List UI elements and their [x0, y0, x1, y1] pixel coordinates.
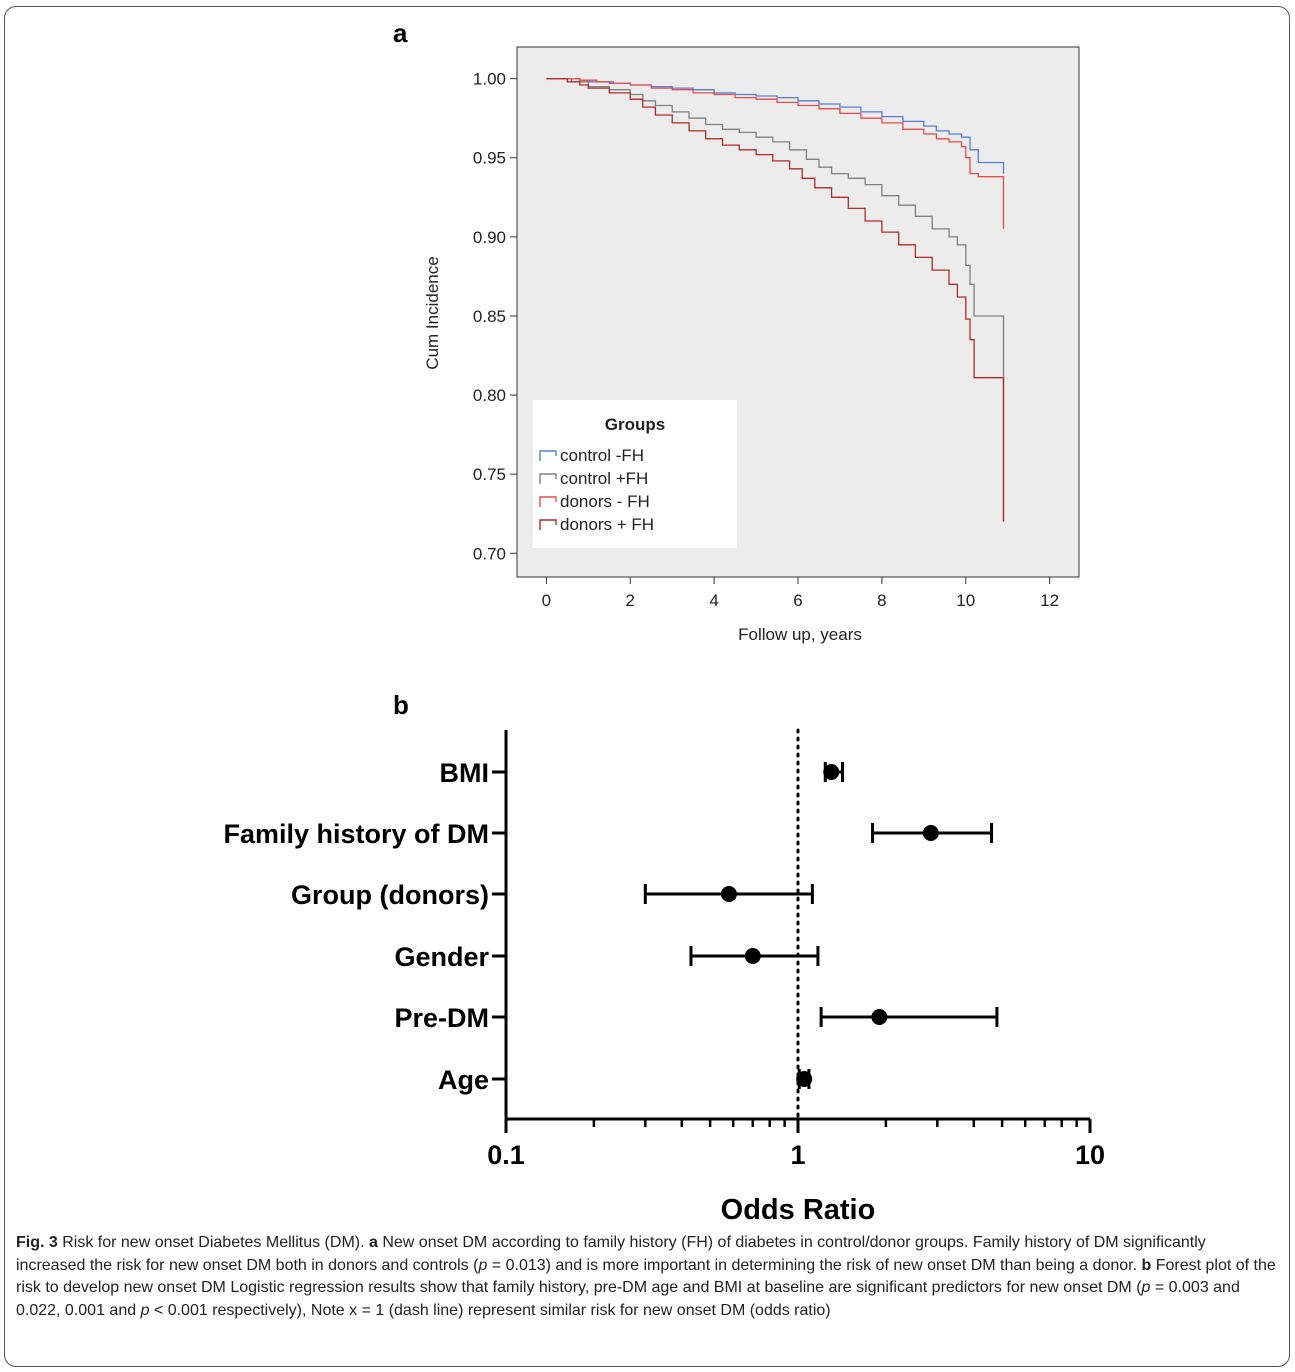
caption-p-symbol: p — [140, 1301, 150, 1319]
y-tick-label: 0.75 — [473, 465, 506, 484]
legend-box — [533, 400, 737, 548]
caption-p-symbol: p — [478, 1256, 488, 1274]
y-tick-label: 0.70 — [473, 544, 506, 563]
forest-axes: 0.1 1 10 — [487, 730, 1105, 1170]
caption-b-label: b — [1141, 1256, 1152, 1274]
x-tick-label: 6 — [793, 591, 802, 610]
y-tick-label: 0.90 — [473, 228, 506, 247]
forest-x-label: Odds Ratio — [721, 1194, 876, 1226]
caption-a-text-1: New onset DM according to family history… — [16, 1234, 1206, 1274]
series-line-donors-fh — [546, 77, 1005, 522]
panel-b-letter: b — [393, 690, 409, 720]
x-tick-label: 4 — [709, 591, 718, 610]
x-tick-label: 8 — [877, 591, 886, 610]
km-x-axis: 0 2 4 6 8 10 12 — [542, 577, 1059, 610]
caption-fig-label: Fig. 3 — [16, 1234, 58, 1251]
km-y-axis: 1.00 0.95 0.90 0.85 0.80 0.75 0.70 — [473, 70, 517, 563]
odds-ratio-point — [744, 948, 761, 964]
odds-ratio-point — [871, 1009, 888, 1025]
legend-item-label: control +FH — [560, 469, 648, 488]
odds-ratio-point — [720, 886, 737, 902]
legend-item-label: donors - FH — [560, 492, 650, 511]
category-label: Pre-DM — [394, 1003, 489, 1033]
caption-b-text-2: = 0.003 and 0.022, 0.001 and — [16, 1279, 1240, 1319]
x-tick-label: 12 — [1040, 591, 1059, 610]
y-tick-label: 1.00 — [473, 70, 506, 89]
legend-swatch — [539, 450, 557, 461]
x-tick-label: 1 — [790, 1140, 805, 1170]
y-tick-label: 0.85 — [473, 307, 506, 326]
caption-a-text-2: = 0.013) and is more important in determ… — [487, 1256, 1142, 1274]
odds-ratio-point — [922, 825, 939, 841]
x-tick-label: 0 — [542, 591, 551, 610]
y-tick-label: 0.95 — [473, 149, 506, 168]
figure-caption: Fig. 3 Risk for new onset Diabetes Melli… — [16, 1232, 1278, 1322]
km-series — [546, 77, 1005, 522]
series-line-donors-fh — [546, 77, 1005, 229]
legend-swatch — [539, 473, 557, 484]
caption-b-text-1: Forest plot of the risk to develop new o… — [16, 1256, 1276, 1297]
x-tick-label: 2 — [626, 591, 635, 610]
legend-swatch — [539, 496, 557, 507]
odds-ratio-point — [823, 764, 840, 780]
legend-title: Groups — [605, 415, 665, 434]
figure-canvas: a 1.00 0.95 0.90 0.85 0.80 0.75 0.70 0 2 4 6 8 10 12… — [223, 18, 1105, 1226]
category-label: Gender — [394, 942, 489, 972]
forest-plot: 0.1 1 10 BMI Family history of DM Group (don… — [223, 728, 1105, 1226]
x-tick-label: 10 — [1075, 1140, 1105, 1170]
category-label: Family history of DM — [223, 819, 489, 849]
km-x-label: Follow up, years — [738, 625, 862, 644]
caption-a-label: a — [368, 1234, 378, 1251]
odds-ratio-point — [796, 1071, 813, 1087]
caption-intro: Risk for new onset Diabetes Mellitus (DM… — [57, 1234, 369, 1251]
legend-item-label: donors + FH — [560, 515, 654, 534]
caption-p-symbol: p — [1141, 1279, 1151, 1296]
km-plot: 1.00 0.95 0.90 0.85 0.80 0.75 0.70 0 2 4 6 8 10 12 G… — [423, 46, 1080, 644]
forest-rows: BMI Family history of DM Group (donors) Gen… — [223, 758, 999, 1095]
km-y-label: Cum Incidence — [423, 256, 442, 369]
caption-b-text-3: < 0.001 respectively), Note x = 1 (dash … — [149, 1301, 831, 1319]
x-tick-label: 10 — [956, 591, 975, 610]
x-tick-label: 0.1 — [487, 1140, 525, 1170]
km-legend: Groups control -FH control +FH donors - FH… — [533, 400, 737, 548]
legend-item-label: control -FH — [560, 446, 644, 465]
panel-a-letter: a — [393, 18, 408, 48]
category-label: BMI — [440, 758, 490, 788]
y-tick-label: 0.80 — [473, 386, 506, 405]
category-label: Group (donors) — [291, 880, 489, 910]
category-label: Age — [438, 1065, 489, 1095]
legend-swatch — [539, 519, 557, 530]
